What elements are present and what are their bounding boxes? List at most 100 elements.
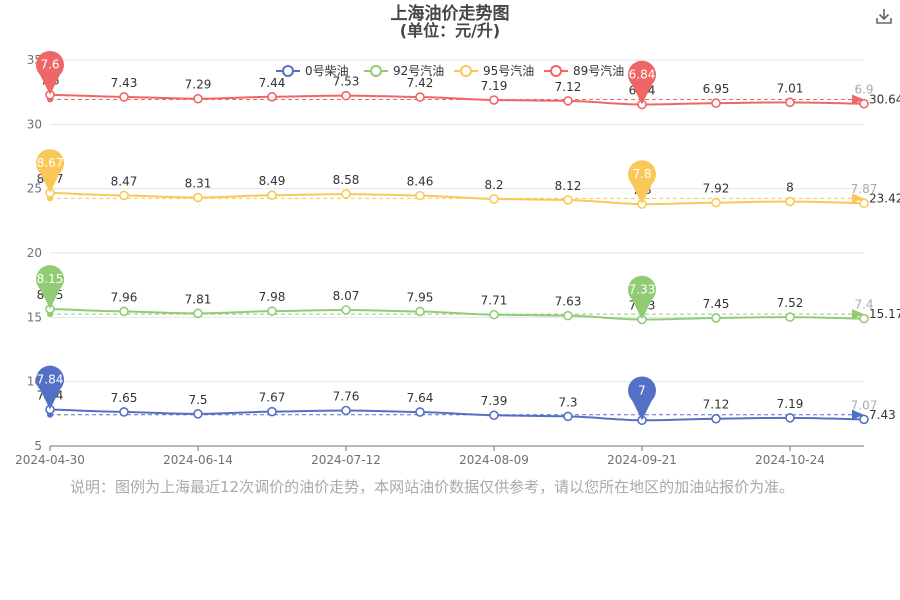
data-label: 7.12 — [555, 80, 582, 94]
download-icon[interactable] — [874, 6, 894, 26]
data-label: 7.67 — [259, 391, 286, 405]
data-point — [785, 413, 795, 423]
max-pin-shape — [36, 50, 65, 95]
data-label: 7.71 — [481, 294, 508, 308]
min-pin: 7.8 — [628, 160, 656, 205]
max-pin-shape — [36, 265, 65, 309]
x-tick-label: 2024-07-12 — [311, 453, 381, 467]
chart-subtitle: (单位：元/升) — [399, 21, 501, 40]
series-line — [49, 307, 865, 321]
data-point — [341, 189, 351, 199]
min-pin-shape — [628, 160, 656, 205]
max-pin: 8.15 — [36, 265, 65, 309]
data-point — [119, 306, 129, 317]
max-pin: 7.6 — [36, 50, 65, 95]
data-label: 8.12 — [555, 179, 582, 193]
average-arrow — [852, 94, 864, 105]
data-point — [119, 92, 129, 102]
data-label: 7.01 — [777, 81, 804, 95]
data-label: 8 — [786, 181, 794, 195]
data-label: 7.87 — [851, 182, 878, 196]
series-line — [49, 93, 865, 106]
min-pin: 7.33 — [628, 275, 657, 320]
legend-item[interactable]: 0号柴油 — [276, 64, 349, 78]
series-2: 23.428.678.478.318.498.588.468.28.127.87… — [37, 172, 900, 209]
data-label: 7.07 — [851, 398, 878, 412]
y-tick-label: 15 — [27, 310, 42, 324]
data-point — [785, 196, 795, 207]
min-pin-label: 7 — [638, 383, 646, 397]
min-pin-label: 6.84 — [629, 68, 656, 82]
data-point — [193, 93, 203, 104]
data-point — [859, 198, 869, 209]
data-label: 7.65 — [111, 391, 138, 405]
data-point — [193, 308, 203, 319]
max-pin-label: 7.84 — [37, 372, 64, 386]
data-point — [859, 313, 869, 324]
x-tick-label: 2024-06-14 — [163, 453, 233, 467]
chart-note: 说明：图例为上海最近12次调价的油价走势，本网站油价数据仅供参考，请以您所在地区… — [70, 478, 795, 496]
data-point — [341, 90, 351, 101]
x-tick-label: 2024-10-24 — [755, 453, 825, 467]
x-tick-label: 2024-08-09 — [459, 453, 529, 467]
y-tick-label: 20 — [27, 246, 42, 260]
min-pin-shape — [628, 275, 657, 320]
data-label: 7.96 — [111, 290, 138, 304]
data-point — [119, 407, 129, 417]
legend-label: 92号汽油 — [393, 63, 444, 78]
data-point — [711, 313, 721, 323]
legend-label: 89号汽油 — [573, 63, 624, 78]
data-label: 8.46 — [407, 175, 434, 189]
data-point — [563, 195, 573, 205]
data-point — [489, 309, 499, 320]
data-label: 7.19 — [481, 79, 508, 93]
data-label: 7.29 — [185, 78, 212, 92]
legend-marker — [550, 65, 562, 77]
data-point — [193, 409, 203, 419]
data-point — [563, 310, 573, 321]
data-label: 7.19 — [777, 397, 804, 411]
data-label: 7.44 — [259, 76, 286, 90]
data-label: 8.58 — [333, 173, 360, 187]
data-point — [489, 410, 499, 421]
legend-label: 0号柴油 — [305, 64, 349, 78]
average-arrow — [852, 309, 864, 320]
data-point — [711, 197, 721, 208]
legend-item[interactable]: 92号汽油 — [364, 63, 444, 78]
data-label: 7.98 — [259, 290, 286, 304]
legend: 0号柴油 92号汽油 95号汽油 89号汽油 — [276, 63, 624, 78]
data-label: 7.3 — [558, 395, 577, 409]
data-point — [785, 312, 795, 322]
data-label: 8.47 — [111, 174, 138, 188]
data-point — [859, 414, 869, 425]
average-label: 7.43 — [869, 408, 896, 422]
data-point — [711, 98, 721, 108]
average-label: 15.17 — [869, 307, 900, 321]
data-point — [489, 95, 499, 105]
min-pin-shape — [628, 60, 657, 105]
data-point — [415, 190, 425, 201]
data-label: 7.52 — [777, 296, 804, 310]
series-1: 15.178.157.967.817.988.077.957.717.637.3… — [37, 288, 900, 325]
x-tick-label: 2024-09-21 — [607, 453, 677, 467]
legend-item[interactable]: 89号汽油 — [544, 63, 624, 78]
data-point — [193, 192, 203, 203]
data-label: 7.95 — [407, 291, 434, 305]
legend-item[interactable]: 95号汽油 — [454, 63, 534, 78]
y-tick-label: 25 — [27, 182, 42, 196]
data-label: 7.53 — [333, 75, 360, 89]
average-arrow — [852, 409, 864, 420]
x-tick-label: 2024-04-30 — [15, 453, 85, 467]
series-3: 30.647.67.437.297.447.537.427.197.126.84… — [40, 74, 900, 110]
series-0: 7.437.847.657.57.677.767.647.397.377.127… — [37, 388, 896, 426]
data-point — [267, 190, 277, 201]
data-point — [415, 92, 425, 102]
data-label: 7.45 — [703, 297, 730, 311]
max-pin: 7.84 — [36, 365, 65, 410]
data-label: 7.64 — [407, 391, 434, 405]
average-label: 30.64 — [869, 93, 900, 107]
data-point — [859, 98, 869, 109]
min-pin: 7 — [628, 376, 657, 421]
